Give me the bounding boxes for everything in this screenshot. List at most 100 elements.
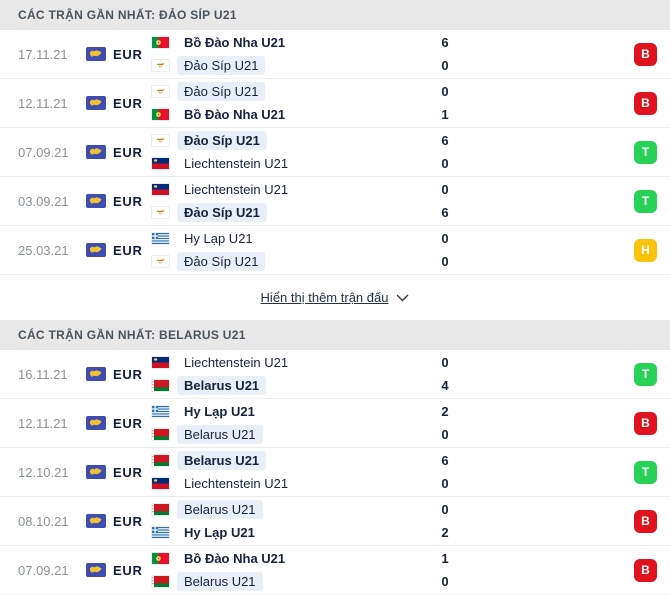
score-value: 0 (441, 574, 449, 589)
match-date: 25.03.21 (18, 242, 69, 258)
score-value: 0 (441, 254, 449, 269)
scores: 6 0 (425, 32, 465, 76)
match-date: 16.11.21 (18, 366, 68, 382)
team-row: Bồ Đào Nha U21 (152, 32, 425, 53)
score-value: 2 (441, 525, 449, 540)
score-value: 6 (441, 133, 449, 148)
team-flag-icon (152, 429, 169, 440)
team-flag-icon (152, 357, 169, 368)
match-date: 08.10.21 (18, 513, 69, 529)
scores: 0 2 (425, 499, 465, 543)
match-row[interactable]: 16.11.21 EUR Liechtenstein U21 Belarus U… (0, 350, 670, 399)
scores: 1 0 (425, 548, 465, 592)
match-row[interactable]: 12.11.21 EUR Hy Lạp U21 Belarus U21 2 0 … (0, 399, 670, 448)
team-row: Hy Lạp U21 (152, 228, 425, 249)
team-row: Belarus U21 (152, 450, 425, 471)
result-badge: B (634, 509, 657, 533)
match-list: 16.11.21 EUR Liechtenstein U21 Belarus U… (0, 350, 670, 595)
show-more-row: Hiển thị thêm trận đấu (0, 275, 670, 320)
score-value: 4 (441, 378, 449, 393)
team-row: Bồ Đào Nha U21 (152, 548, 425, 569)
league: EUR (86, 367, 152, 382)
league-label: EUR (113, 366, 143, 382)
team-row: Liechtenstein U21 (152, 179, 425, 200)
score-value: 6 (441, 35, 449, 50)
match-row[interactable]: 07.09.21 EUR Bồ Đào Nha U21 Belarus U21 … (0, 546, 670, 595)
score-value: 1 (441, 551, 449, 566)
team-row: Liechtenstein U21 (152, 352, 425, 373)
league-label: EUR (113, 95, 143, 111)
teams: Bồ Đào Nha U21 Đảo Síp U21 (152, 32, 425, 76)
match-row[interactable]: 08.10.21 EUR Belarus U21 Hy Lạp U21 0 2 … (0, 497, 670, 546)
team-flag-icon (152, 207, 169, 218)
match-row[interactable]: 07.09.21 EUR Đảo Síp U21 Liechtenstein U… (0, 128, 670, 177)
team-flag-icon (152, 135, 169, 146)
scores: 6 0 (425, 450, 465, 494)
team-row: Bồ Đào Nha U21 (152, 104, 425, 125)
match-row[interactable]: 17.11.21 EUR Bồ Đào Nha U21 Đảo Síp U21 … (0, 30, 670, 79)
match-date: 07.09.21 (18, 144, 69, 160)
teams: Đảo Síp U21 Bồ Đào Nha U21 (152, 81, 425, 125)
teams: Liechtenstein U21 Đảo Síp U21 (152, 179, 425, 223)
team-flag-icon (152, 504, 169, 515)
team-name: Bồ Đào Nha U21 (184, 107, 286, 122)
section-belarus-u21: CÁC TRẬN GẦN NHẤT: BELARUS U21 16.11.21 … (0, 320, 670, 595)
league-label: EUR (113, 46, 143, 62)
match-date: 03.09.21 (18, 193, 69, 209)
match-row[interactable]: 25.03.21 EUR Hy Lạp U21 Đảo Síp U21 0 0 … (0, 226, 670, 275)
match-date: 17.11.21 (18, 46, 68, 62)
team-name: Liechtenstein U21 (184, 156, 289, 171)
team-name: Liechtenstein U21 (184, 476, 289, 491)
league: EUR (86, 243, 152, 258)
teams: Belarus U21 Hy Lạp U21 (152, 499, 425, 543)
team-name: Bồ Đào Nha U21 (184, 35, 286, 50)
score-value: 2 (441, 404, 449, 419)
result-badge: T (634, 362, 657, 386)
team-flag-icon (152, 406, 169, 417)
team-flag-icon (152, 256, 169, 267)
league: EUR (86, 563, 152, 578)
show-more-link[interactable]: Hiển thị thêm trận đấu (261, 290, 410, 305)
team-row: Belarus U21 (152, 499, 425, 520)
europe-league-icon (86, 243, 106, 257)
team-row: Belarus U21 (152, 571, 425, 592)
league: EUR (86, 47, 152, 62)
scores: 0 6 (425, 179, 465, 223)
team-flag-icon (152, 184, 169, 195)
team-name: Belarus U21 (177, 451, 267, 470)
team-name: Liechtenstein U21 (184, 182, 289, 197)
teams: Bồ Đào Nha U21 Belarus U21 (152, 548, 425, 592)
team-row: Đảo Síp U21 (152, 202, 425, 223)
league-label: EUR (113, 242, 143, 258)
score-value: 0 (441, 355, 449, 370)
section-title: CÁC TRẬN GẦN NHẤT: BELARUS U21 (0, 320, 670, 350)
match-date: 12.10.21 (18, 464, 69, 480)
team-flag-icon (152, 576, 169, 587)
score-value: 0 (441, 231, 449, 246)
team-flag-icon (152, 527, 169, 538)
europe-league-icon (86, 194, 106, 208)
score-value: 6 (441, 453, 449, 468)
team-name: Liechtenstein U21 (184, 355, 289, 370)
team-name: Đảo Síp U21 (177, 82, 266, 101)
europe-league-icon (86, 367, 106, 381)
team-flag-icon (152, 158, 169, 169)
team-name: Hy Lạp U21 (184, 525, 255, 540)
team-name: Belarus U21 (177, 376, 267, 395)
team-flag-icon (152, 455, 169, 466)
score-value: 0 (441, 182, 449, 197)
match-date: 12.11.21 (18, 415, 68, 431)
teams: Hy Lạp U21 Đảo Síp U21 (152, 228, 425, 272)
team-row: Đảo Síp U21 (152, 130, 425, 151)
score-value: 0 (441, 58, 449, 73)
league: EUR (86, 514, 152, 529)
team-row: Liechtenstein U21 (152, 153, 425, 174)
europe-league-icon (86, 96, 106, 110)
team-name: Hy Lạp U21 (184, 231, 253, 246)
match-row[interactable]: 03.09.21 EUR Liechtenstein U21 Đảo Síp U… (0, 177, 670, 226)
team-flag-icon (152, 86, 169, 97)
match-row[interactable]: 12.10.21 EUR Belarus U21 Liechtenstein U… (0, 448, 670, 497)
match-list: 17.11.21 EUR Bồ Đào Nha U21 Đảo Síp U21 … (0, 30, 670, 275)
result-badge: H (634, 238, 657, 262)
match-row[interactable]: 12.11.21 EUR Đảo Síp U21 Bồ Đào Nha U21 … (0, 79, 670, 128)
